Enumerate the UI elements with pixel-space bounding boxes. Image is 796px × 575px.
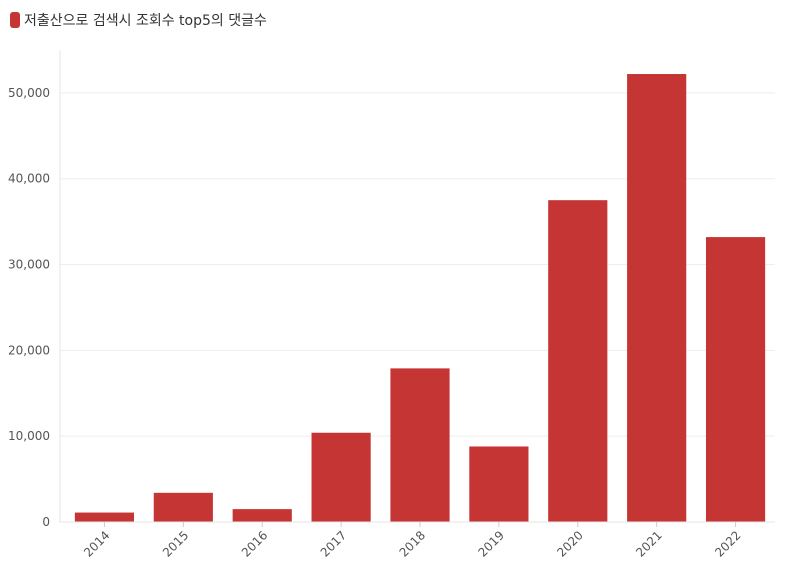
bar-2018[interactable] bbox=[390, 368, 450, 522]
bar-2019[interactable] bbox=[469, 446, 529, 522]
x-tick-label: 2014 bbox=[81, 528, 112, 559]
x-tick-label: 2019 bbox=[476, 528, 507, 559]
y-tick-label: 10,000 bbox=[8, 429, 50, 443]
x-tick-label: 2015 bbox=[160, 528, 191, 559]
bar-2020[interactable] bbox=[548, 200, 608, 522]
x-tick-label: 2020 bbox=[554, 528, 585, 559]
bars bbox=[74, 74, 766, 523]
y-tick-label: 20,000 bbox=[8, 343, 50, 357]
x-tick-label: 2017 bbox=[318, 528, 349, 559]
bar-2016[interactable] bbox=[232, 509, 292, 522]
x-tick-label: 2021 bbox=[633, 528, 664, 559]
y-tick-label: 50,000 bbox=[8, 86, 50, 100]
bar-2021[interactable] bbox=[627, 74, 687, 523]
legend[interactable]: 저출산으로 검색시 조회수 top5의 댓글수 bbox=[10, 10, 267, 30]
bar-2017[interactable] bbox=[311, 432, 371, 522]
x-tick-label: 2018 bbox=[397, 528, 428, 559]
y-tick-label: 0 bbox=[42, 515, 50, 529]
bar-2014[interactable] bbox=[74, 512, 135, 522]
legend-label: 저출산으로 검색시 조회수 top5의 댓글수 bbox=[24, 13, 267, 29]
y-tick-label: 40,000 bbox=[8, 172, 50, 186]
y-tick-label: 30,000 bbox=[8, 258, 50, 272]
bar-2022[interactable] bbox=[705, 237, 766, 523]
legend-swatch bbox=[10, 12, 20, 28]
x-tick-label: 2022 bbox=[712, 528, 743, 559]
bar-2015[interactable] bbox=[153, 492, 213, 522]
x-tick-label: 2016 bbox=[239, 528, 270, 559]
